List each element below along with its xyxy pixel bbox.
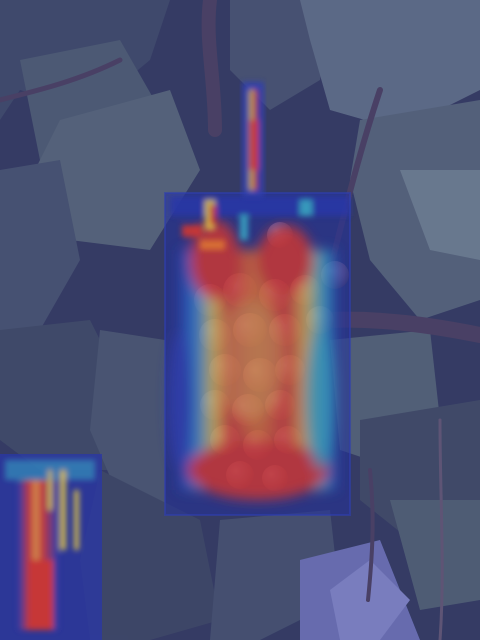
heatmap-top-artifacts — [170, 196, 350, 250]
heatmap-small — [0, 454, 102, 640]
heatmap-stem — [242, 82, 264, 197]
heatmap-main — [164, 192, 351, 516]
